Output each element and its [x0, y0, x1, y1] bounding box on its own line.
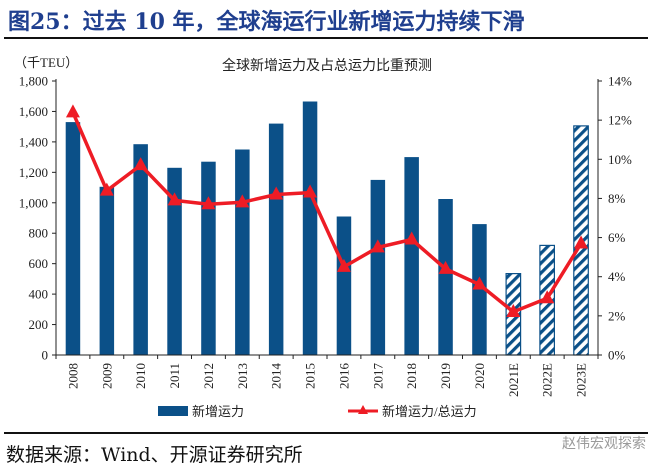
y-tick-label: 1,200	[19, 165, 48, 180]
y-tick-label: 800	[29, 226, 49, 241]
line-marker-2023E	[574, 235, 589, 249]
line-marker-2012	[201, 196, 216, 210]
line-marker-2014	[269, 186, 284, 200]
y2-tick-label: 4%	[608, 269, 626, 284]
line-marker-2019	[438, 260, 453, 274]
y-tick-label: 1,400	[19, 134, 48, 149]
chart: 全球新增运力及占总运力比重预测 （千TEU） 0 200 400 600 800 1,00…	[14, 55, 632, 419]
line-marker-2022E	[540, 290, 555, 304]
y-tick-label: 1,000	[19, 195, 48, 210]
x-tick-label: 2009	[99, 363, 114, 389]
bar-2017	[370, 179, 386, 355]
y-tick-label: 0	[42, 348, 49, 363]
legend: 新增运力 新增运力/总运力	[158, 404, 477, 419]
y2-tick-label: 6%	[608, 230, 626, 245]
figure-title: 图25：过去 10 年，全球海运行业新增运力持续下滑	[8, 9, 525, 35]
y2-tick-label: 12%	[608, 113, 632, 128]
line-marker-2015	[303, 184, 318, 198]
y-tick-label: 1,800	[19, 74, 48, 89]
legend-marker-triangle	[358, 405, 368, 414]
bar-2020	[472, 224, 487, 355]
axes-group: 0 200 400 600 800 1,000 1,200 1,400 1,600 1,800 0%…	[19, 74, 632, 397]
line-marker-2020	[472, 276, 487, 290]
line-marker-2017	[370, 239, 385, 253]
x-tick-label: 2015	[303, 363, 318, 389]
y-axis-label: （千TEU）	[14, 55, 78, 70]
x-tick-label: 2017	[370, 363, 385, 390]
x-tick-label: 2023E	[574, 363, 589, 397]
bar-2019	[438, 199, 453, 355]
bar-2011	[167, 167, 182, 355]
y-tick-label: 400	[29, 287, 49, 302]
line-marker-2011	[167, 192, 182, 206]
legend-swatch-bar	[158, 406, 188, 416]
chart-title: 全球新增运力及占总运力比重预测	[222, 57, 432, 74]
x-tick-label: 2008	[65, 363, 80, 389]
x-tick-label: 2020	[472, 363, 487, 389]
bar-2013	[235, 149, 250, 355]
line-marker-2008	[65, 104, 80, 118]
x-tick-label: 2018	[404, 363, 419, 389]
line-marker-2018	[404, 231, 419, 245]
x-tick-label: 2013	[235, 363, 250, 389]
y2-tick-label: 10%	[608, 152, 632, 167]
bar-2018	[404, 157, 419, 355]
watermark: 赵伟宏观探索	[562, 436, 646, 452]
data-source: 数据来源：Wind、开源证券研究所	[6, 444, 303, 466]
bar-2009	[99, 186, 115, 355]
y-tick-label: 600	[29, 256, 49, 271]
x-tick-label: 2012	[201, 363, 216, 389]
x-tick-label: 2019	[438, 363, 453, 389]
bar-2010	[133, 144, 148, 355]
x-tick-label: 2014	[269, 363, 284, 390]
bar-2014	[268, 123, 284, 355]
title-rule	[4, 37, 648, 39]
bar-2008	[65, 122, 81, 355]
line-series-group	[65, 104, 589, 317]
legend-label-bar: 新增运力	[192, 404, 244, 419]
bar-2015	[302, 101, 318, 355]
y-tick-label: 1,600	[19, 104, 48, 119]
x-tick-label: 2010	[133, 363, 148, 389]
y2-tick-label: 14%	[608, 74, 632, 89]
source-rule	[4, 432, 648, 434]
x-tick-label: 2016	[336, 363, 351, 390]
line-marker-2016	[336, 258, 351, 272]
bar-2016	[336, 216, 352, 355]
ratio-line	[71, 111, 583, 314]
y2-tick-label: 0%	[608, 348, 626, 363]
line-marker-2013	[235, 194, 250, 208]
line-marker-2009	[99, 182, 114, 196]
x-tick-label: 2021E	[506, 363, 521, 397]
line-marker-2021E	[506, 303, 521, 317]
x-tick-label: 2022E	[540, 363, 555, 397]
bar-2012	[201, 161, 216, 355]
y2-tick-label: 2%	[608, 308, 626, 323]
y-tick-label: 200	[29, 317, 49, 332]
line-marker-2010	[133, 157, 148, 171]
x-tick-label: 2011	[167, 363, 182, 389]
legend-label-line: 新增运力/总运力	[382, 404, 477, 419]
y2-tick-label: 8%	[608, 191, 626, 206]
